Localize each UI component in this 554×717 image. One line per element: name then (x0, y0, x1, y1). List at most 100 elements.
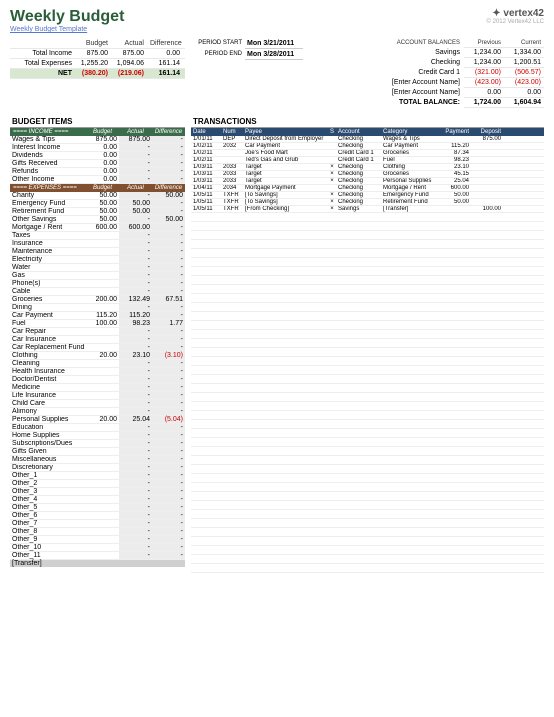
transaction-row[interactable]: 1/02/11Joe's Food MartCredit Card 1Groce… (191, 150, 544, 157)
item-budget[interactable]: 600.00 (86, 224, 119, 231)
tr-category[interactable]: Emergency Fund (381, 192, 436, 198)
tr-split[interactable]: × (328, 192, 336, 198)
item-budget[interactable] (86, 272, 119, 279)
transaction-row-empty[interactable] (191, 384, 544, 393)
tr-payment[interactable]: 50.00 (436, 192, 471, 198)
item-budget[interactable]: 200.00 (86, 296, 119, 303)
transaction-row-empty[interactable] (191, 555, 544, 564)
item-budget[interactable] (86, 376, 119, 383)
expense-item-row[interactable]: Miscellaneous-- (10, 456, 185, 464)
tr-category[interactable]: Groceries (381, 150, 436, 156)
transaction-row-empty[interactable] (191, 231, 544, 240)
expense-item-row[interactable]: Cleaning-- (10, 360, 185, 368)
tr-payment[interactable]: 23.10 (436, 164, 471, 170)
item-budget[interactable] (86, 408, 119, 415)
tr-category[interactable]: Wages & Tips (381, 136, 436, 142)
item-budget[interactable] (86, 328, 119, 335)
tr-payment[interactable]: 98.23 (436, 157, 471, 163)
tr-num[interactable]: 2034 (221, 185, 243, 191)
transaction-row-empty[interactable] (191, 564, 544, 573)
tr-date[interactable]: 1/05/11 (191, 206, 221, 212)
item-budget[interactable]: 50.00 (86, 192, 119, 199)
transaction-row-empty[interactable] (191, 519, 544, 528)
expense-item-row[interactable]: Home Supplies-- (10, 432, 185, 440)
transaction-row-empty[interactable] (191, 267, 544, 276)
item-budget[interactable] (86, 360, 119, 367)
transaction-row[interactable]: 1/03/112033Target×CheckingGroceries45.15 (191, 171, 544, 178)
tr-deposit[interactable] (471, 157, 503, 163)
tr-date[interactable]: 1/01/11 (191, 136, 221, 142)
tr-category[interactable]: Fuel (381, 157, 436, 163)
expense-item-row[interactable]: Clothing20.0023.10(3.10) (10, 352, 185, 360)
expense-item-row[interactable]: Other_10-- (10, 544, 185, 552)
tr-payee[interactable]: Target (243, 164, 328, 170)
expense-item-row[interactable]: Life Insurance-- (10, 392, 185, 400)
item-budget[interactable]: 0.00 (86, 144, 119, 151)
transaction-row-empty[interactable] (191, 456, 544, 465)
tr-deposit[interactable] (471, 178, 503, 184)
tr-payee[interactable]: Target (243, 178, 328, 184)
expense-item-row[interactable]: Fuel100.0098.231.77 (10, 320, 185, 328)
tr-account[interactable]: Checking (336, 136, 381, 142)
transaction-row[interactable]: 1/05/11TXFR[To Savings]×CheckingEmergenc… (191, 192, 544, 199)
transaction-row[interactable]: 1/03/112033Target×CheckingPersonal Suppl… (191, 178, 544, 185)
expense-item-row[interactable]: Gifts Given-- (10, 448, 185, 456)
tr-category[interactable]: Car Payment (381, 143, 436, 149)
tr-account[interactable]: Checking (336, 178, 381, 184)
tr-payment[interactable]: 600.00 (436, 185, 471, 191)
income-item-row[interactable]: Dividends0.00-- (10, 152, 185, 160)
tr-num[interactable]: 2033 (221, 171, 243, 177)
tr-date[interactable]: 1/02/11 (191, 143, 221, 149)
tr-num[interactable] (221, 150, 243, 156)
tr-deposit[interactable] (471, 192, 503, 198)
transaction-row-empty[interactable] (191, 285, 544, 294)
tr-split[interactable] (328, 143, 336, 149)
tr-num[interactable]: 2032 (221, 143, 243, 149)
tr-account[interactable]: Checking (336, 143, 381, 149)
transaction-row-empty[interactable] (191, 249, 544, 258)
transaction-row[interactable]: 1/01/11DEPDirect Deposit from EmployerCh… (191, 136, 544, 143)
tr-deposit[interactable] (471, 150, 503, 156)
transaction-row-empty[interactable] (191, 339, 544, 348)
tr-date[interactable]: 1/03/11 (191, 178, 221, 184)
transaction-row-empty[interactable] (191, 492, 544, 501)
expense-item-row[interactable]: Emergency Fund50.0050.00- (10, 200, 185, 208)
transaction-row[interactable]: 1/05/11TXFR[From Checking]×Savings[Trans… (191, 206, 544, 213)
tr-payment[interactable]: 25.04 (436, 178, 471, 184)
transaction-row-empty[interactable] (191, 321, 544, 330)
transaction-row-empty[interactable] (191, 465, 544, 474)
expense-item-row[interactable]: Other_9-- (10, 536, 185, 544)
expense-item-row[interactable]: Insurance-- (10, 240, 185, 248)
transaction-row-empty[interactable] (191, 357, 544, 366)
tr-deposit[interactable] (471, 199, 503, 205)
item-budget[interactable] (86, 288, 119, 295)
tr-category[interactable]: Mortgage / Rent (381, 185, 436, 191)
tr-category[interactable]: [Transfer] (381, 206, 436, 212)
item-budget[interactable] (86, 432, 119, 439)
expense-item-row[interactable]: Groceries200.00132.4967.51 (10, 296, 185, 304)
expense-item-row[interactable]: Alimony-- (10, 408, 185, 416)
tr-account[interactable]: Checking (336, 164, 381, 170)
transaction-row-empty[interactable] (191, 474, 544, 483)
tr-deposit[interactable] (471, 171, 503, 177)
expense-item-row[interactable]: Car Payment115.20115.20- (10, 312, 185, 320)
period-start-value[interactable]: Mon 3/21/2011 (245, 39, 303, 49)
expense-item-row[interactable]: Discretionary-- (10, 464, 185, 472)
item-budget[interactable] (86, 336, 119, 343)
item-budget[interactable] (86, 552, 119, 559)
expense-item-row[interactable]: Electricity-- (10, 256, 185, 264)
item-budget[interactable] (86, 400, 119, 407)
item-budget[interactable] (86, 368, 119, 375)
transaction-row[interactable]: 1/02/11Ted's Gas and GrubCredit Card 1Fu… (191, 157, 544, 164)
expense-item-row[interactable]: Phone(s)-- (10, 280, 185, 288)
item-budget[interactable] (86, 504, 119, 511)
tr-split[interactable] (328, 185, 336, 191)
tr-num[interactable]: TXFR (221, 206, 243, 212)
expense-item-row[interactable]: Other_5-- (10, 504, 185, 512)
expense-item-row[interactable]: Education-- (10, 424, 185, 432)
transaction-row-empty[interactable] (191, 537, 544, 546)
item-budget[interactable] (86, 520, 119, 527)
item-budget[interactable] (86, 232, 119, 239)
expense-item-row[interactable]: Other_3-- (10, 488, 185, 496)
tr-payee[interactable]: Mortgage Payment (243, 185, 328, 191)
